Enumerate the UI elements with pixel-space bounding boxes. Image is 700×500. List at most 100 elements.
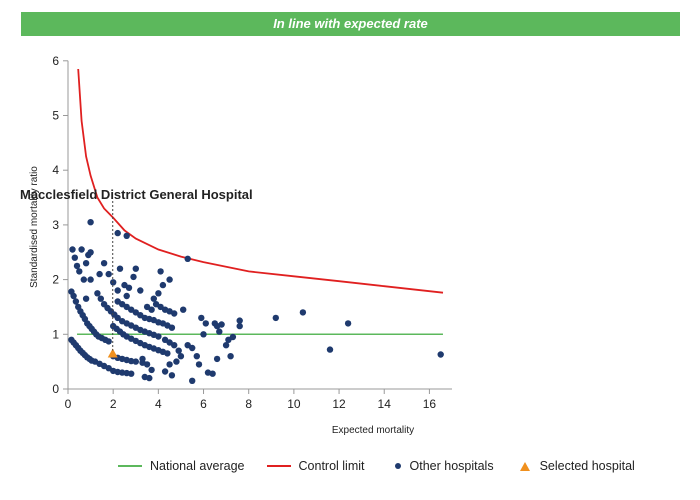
y-tick-label: 5 [52,109,59,123]
other-hospital-point [94,290,101,297]
other-hospital-point [150,295,157,302]
other-hospital-point [222,342,230,349]
other-hospital-point [229,333,237,341]
legend-label: Selected hospital [539,459,635,473]
other-hospital-point [177,353,185,360]
other-hospital-point [76,268,83,275]
other-hospital-point [209,370,216,377]
other-hospital-point [159,281,167,289]
x-tick-label: 14 [378,397,392,411]
legend-label: National average [150,459,245,473]
selected-hospital-marker [107,348,118,358]
other-hospital-point [216,328,223,335]
other-hospital-point [195,361,203,368]
other-hospital-point [168,324,176,331]
x-tick-label: 4 [155,397,162,411]
x-tick-label: 6 [200,397,207,411]
other-hospital-point [168,372,176,379]
other-hospital-point [96,270,103,278]
other-hospital-point [344,320,352,327]
x-tick-label: 2 [110,397,117,411]
other-hospital-point [184,255,191,262]
other-hospital-point [128,370,135,377]
other-hospital-point [82,260,90,267]
other-hospital-point [70,292,77,300]
other-hospital-point [198,314,205,322]
other-hospital-point [73,262,81,270]
other-hospital-point [193,353,200,360]
other-hospital-point [105,270,112,278]
other-hospital-point [164,350,171,357]
plot-lines [77,68,444,336]
other-hospital-point [157,268,164,275]
other-hospital-point [125,284,133,291]
y-tick-label: 1 [52,327,59,341]
other-hospital-point [189,344,196,352]
other-hospital-point [116,265,124,272]
other-hospital-point [218,321,225,328]
legend-item-control-limit[interactable]: Control limit [266,459,365,473]
other-hospital-point [155,333,162,340]
x-tick-label: 0 [65,397,72,411]
national-average-swatch [118,465,142,467]
x-tick-label: 16 [423,397,437,411]
y-tick-label: 2 [52,273,59,287]
x-axis-title: Expected mortality [332,425,414,436]
other-hospital-point [80,276,88,283]
other-hospital-point [437,351,444,358]
highlight-annotation: Macclesfield District General Hospital [20,187,253,351]
other-hospital-point [171,310,178,317]
other-hospital-point [137,287,144,294]
x-tick-label: 12 [332,397,346,411]
other-hospital-point [213,355,221,363]
other-hospital-point [166,276,173,283]
y-tick-label: 4 [52,163,59,177]
other-hospital-point [87,249,94,256]
other-hospital-point [175,347,182,354]
other-hospital-point [236,322,243,330]
other-hospital-point [114,287,121,294]
y-tick-label: 6 [52,54,59,68]
other-hospital-point [326,346,334,353]
other-hospital-point [166,361,173,368]
other-hospital-point [189,377,196,384]
other-hospital-point [299,309,307,316]
legend-item-national-average[interactable]: National average [118,459,245,473]
other-hospital-point [272,314,279,322]
other-hospitals-swatch [394,463,401,469]
other-hospital-point [105,338,112,345]
other-hospital-point [132,358,139,365]
other-hospital-point [97,295,105,302]
y-tick-label: 0 [52,382,59,396]
other-hospital-point [71,254,79,261]
legend-item-other-hospitals[interactable]: Other hospitals [387,459,494,473]
other-hospital-point [227,353,234,360]
other-hospital-point [236,317,243,324]
other-hospital-point [155,290,162,297]
other-hospital-point [148,306,155,313]
other-hospital-point [87,219,94,226]
legend: National average Control limit Other hos… [118,459,657,473]
other-hospital-point [173,358,180,365]
other-hospital-point [123,232,130,239]
selected-hospital-label: Macclesfield District General Hospital [20,187,253,202]
legend-label: Other hospitals [409,459,494,473]
control-limit-curve [77,68,444,294]
other-hospital-point [72,298,80,305]
other-hospital-point [139,355,146,363]
x-tick-label: 8 [245,397,252,411]
other-hospital-point [78,246,85,253]
other-hospital-point [100,260,108,267]
selected-hospital-swatch [519,461,530,471]
other-hospital-point [132,265,139,272]
other-hospital-point [180,306,187,313]
other-hospital-point [202,320,209,327]
other-hospital-point [171,342,178,349]
other-hospital-point [114,229,121,237]
legend-item-selected-hospital[interactable]: Selected hospital [516,459,635,473]
other-hospital-point [130,273,137,281]
result-banner: In line with expected rate [21,12,680,36]
y-axis-title: Standardised mortality ratio [29,166,40,288]
